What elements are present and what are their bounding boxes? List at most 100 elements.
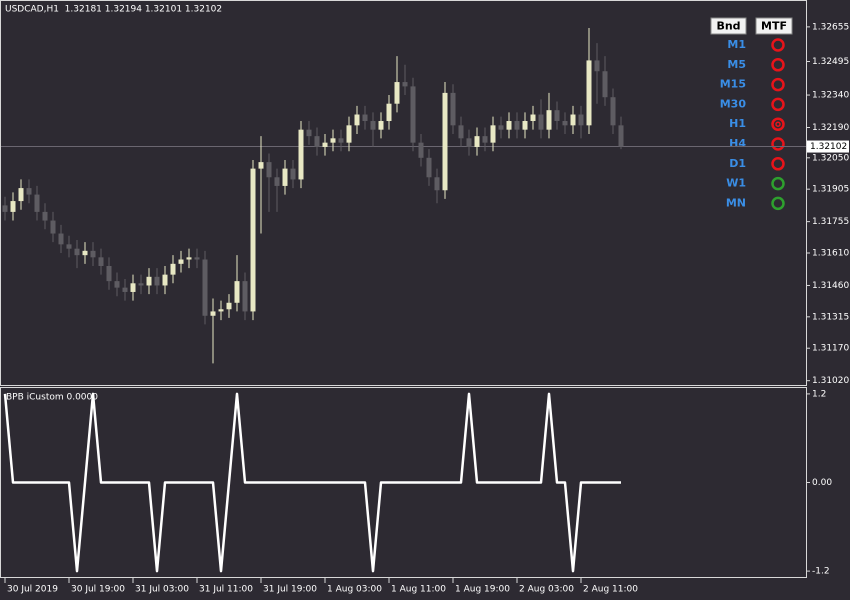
header-box	[755, 17, 793, 35]
candle-body	[362, 114, 368, 122]
mtf-header: MTF	[761, 20, 787, 33]
candle-body	[74, 248, 80, 256]
candle-body	[522, 121, 528, 130]
mtf-signal	[771, 97, 785, 112]
mtf-label: H4	[729, 137, 746, 150]
y-tick-label: 1.31170	[812, 344, 849, 354]
candle-body	[586, 60, 592, 126]
current-price-box	[807, 140, 849, 153]
candle-body	[546, 110, 552, 130]
y-tick-label: 0.00	[812, 478, 832, 488]
mtf-label: W1	[726, 177, 746, 190]
x-tick-label: 31 Jul 19:00	[263, 585, 317, 595]
x-tick-label: 31 Jul 03:00	[135, 585, 189, 595]
mtf-label: MN	[726, 196, 746, 209]
y-tick-label: 1.31315	[812, 312, 849, 322]
candle-body	[338, 138, 344, 143]
y-tick-label: 1.31460	[812, 281, 849, 291]
mtf-label: M15	[720, 78, 746, 91]
mtf-signal	[771, 117, 785, 131]
mtf-signal	[771, 58, 785, 72]
mtf-signal	[771, 77, 785, 92]
candle-body	[90, 250, 96, 258]
candle-body	[466, 138, 472, 147]
mtf-signal	[771, 38, 785, 52]
candle-body	[114, 281, 120, 288]
x-tick-label: 30 Jul 2019	[7, 585, 58, 595]
main-frame	[0, 0, 807, 386]
mtf-label: M30	[720, 97, 747, 110]
candle-body	[146, 276, 152, 286]
candle-body	[306, 129, 312, 137]
y-tick-label: 1.31610	[812, 249, 849, 259]
candle-body	[570, 114, 576, 126]
x-tick-label: 1 Aug 03:00	[327, 585, 382, 595]
candle-body	[274, 177, 280, 186]
candle-body	[18, 188, 24, 202]
y-tick-label: 1.31755	[812, 217, 849, 227]
candle-body	[410, 86, 416, 143]
candle-body	[290, 168, 296, 180]
candle-body	[162, 274, 168, 286]
candle-body	[26, 188, 32, 195]
candle-body	[554, 110, 560, 122]
candle-body	[346, 125, 352, 143]
candle-body	[170, 263, 176, 275]
x-tick-label: 1 Aug 19:00	[455, 585, 510, 595]
mtf-panel: Bnd MTF M1 M5 M15 M30 H1 H4 D1 W1 MN	[710, 17, 793, 211]
candle-body	[122, 287, 128, 292]
candle-body	[370, 121, 376, 130]
candle-body	[602, 71, 608, 98]
candle-body	[322, 142, 328, 147]
candle-body	[562, 121, 568, 126]
candle-body	[130, 283, 136, 292]
x-tick-label: 2 Aug 11:00	[583, 585, 638, 595]
candle-body	[458, 125, 464, 139]
indicator-title: BPB iCustom 0.0000	[6, 393, 98, 403]
y-tick-label: 1.32190	[812, 123, 849, 133]
candle-body	[250, 168, 256, 312]
candle-body	[186, 257, 192, 260]
mtf-signal-inner	[775, 121, 781, 127]
candle-body	[418, 142, 424, 158]
y-tick-label: 1.31020	[812, 376, 849, 386]
mtf-label: D1	[729, 157, 746, 170]
candle-body	[258, 162, 264, 169]
current-price-label: 1.32102	[810, 142, 847, 152]
mtf-signal	[771, 196, 785, 211]
mtf-signal	[771, 176, 785, 191]
candle-body	[594, 60, 600, 72]
candle-body	[82, 250, 88, 256]
x-tick-label: 2 Aug 03:00	[519, 585, 574, 595]
candle-body	[2, 205, 8, 212]
candle-body	[354, 114, 360, 126]
candle-body	[330, 138, 336, 143]
candle-body	[138, 283, 144, 286]
y-tick-label: 1.32655	[812, 22, 849, 32]
mtf-label: M5	[727, 58, 746, 71]
candle-body	[226, 302, 232, 310]
candle-body	[202, 259, 208, 316]
candle-body	[538, 114, 544, 130]
candle-body	[66, 244, 72, 249]
mtf-label: H1	[729, 117, 746, 130]
y-tick-label: 1.32495	[812, 57, 849, 67]
candle-body	[42, 211, 48, 221]
mtf-signal	[771, 157, 785, 171]
indicator-line	[3, 392, 621, 573]
y-tick-label: 1.32340	[812, 91, 849, 101]
x-tick-label: 30 Jul 19:00	[71, 585, 125, 595]
candle-body	[50, 220, 56, 234]
candle-body	[282, 168, 288, 186]
mtf-signal	[771, 137, 785, 151]
header-box	[710, 17, 747, 35]
candle-body	[378, 121, 384, 130]
symbol-header: USDCAD,H1 1.32181 1.32194 1.32101 1.3210…	[5, 5, 222, 15]
candle-body	[194, 257, 200, 260]
candle-body	[10, 201, 16, 212]
candle-body	[98, 257, 104, 266]
y-tick-label: -1.2	[812, 567, 830, 577]
candle-body	[610, 97, 616, 126]
